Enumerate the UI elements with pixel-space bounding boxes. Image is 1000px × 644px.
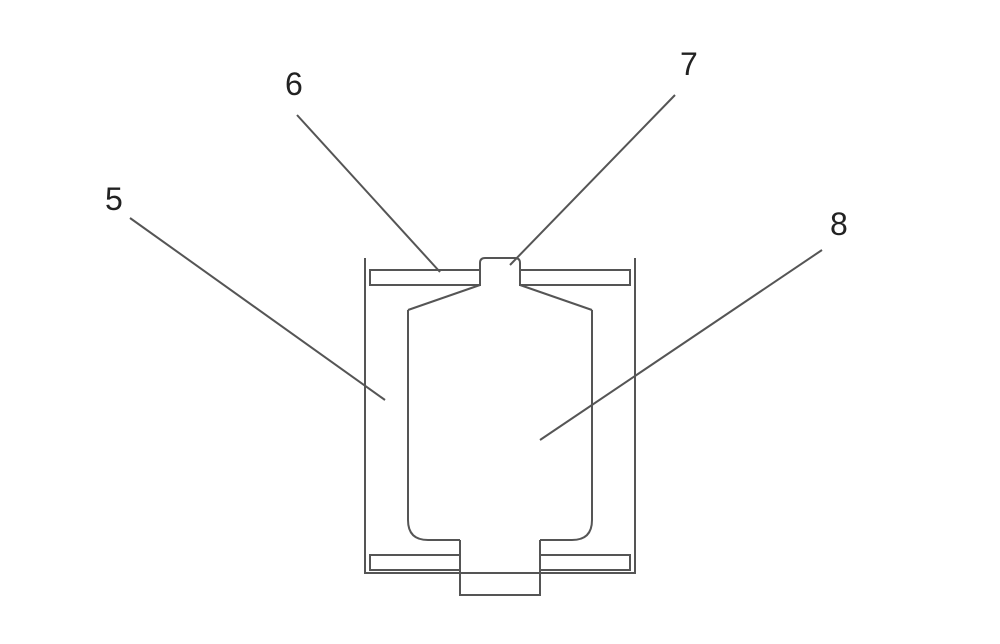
leader-lines <box>130 95 822 440</box>
label-7: 7 <box>680 46 698 82</box>
technical-diagram: 5 6 7 8 <box>0 0 1000 644</box>
label-8: 8 <box>830 206 848 242</box>
callout-labels: 5 6 7 8 <box>105 46 848 242</box>
label-6: 6 <box>285 66 303 102</box>
mechanical-assembly <box>365 258 635 595</box>
label-5: 5 <box>105 181 123 217</box>
